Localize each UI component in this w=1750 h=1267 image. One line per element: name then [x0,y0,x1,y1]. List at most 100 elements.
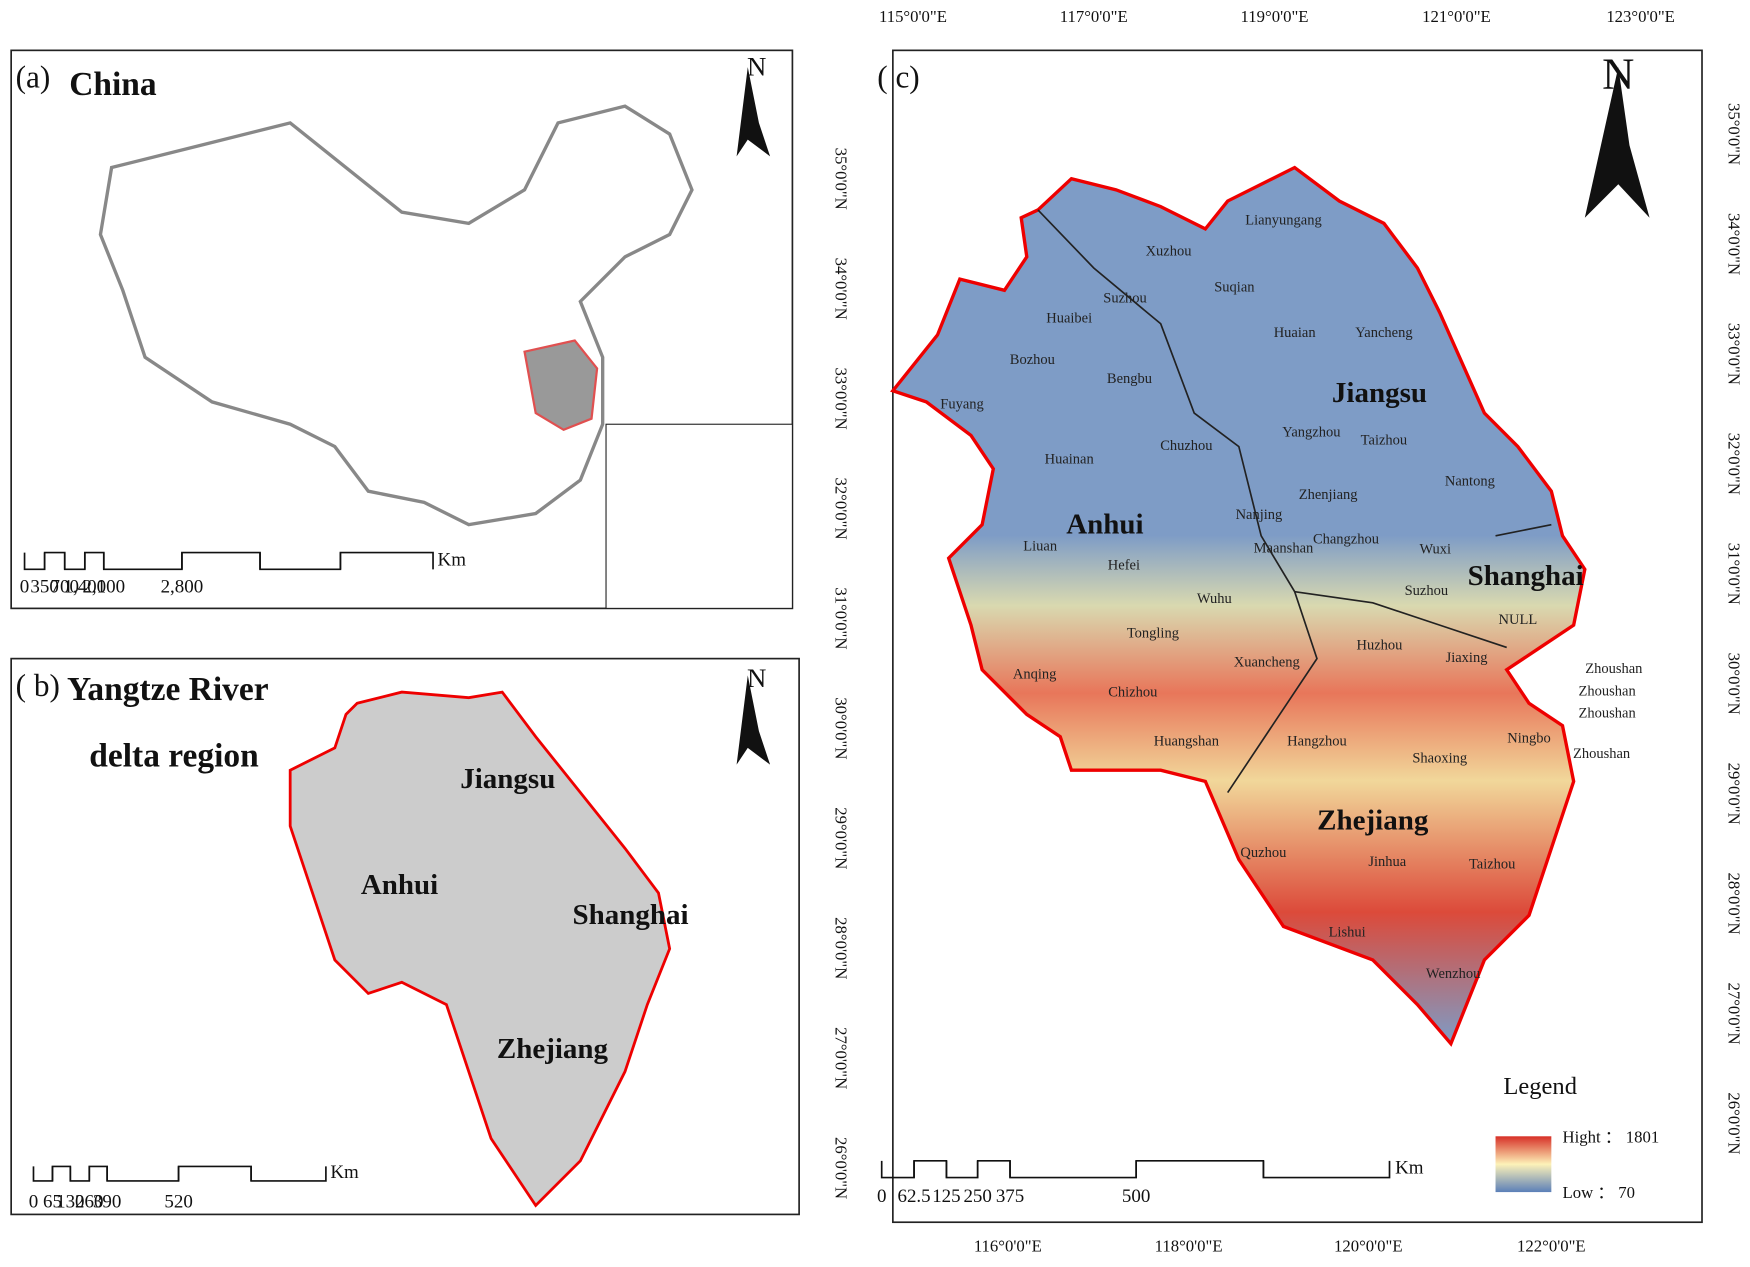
lat-tick-label: 26°0'0"N [831,1137,850,1199]
city-label: Suzhou [1405,583,1449,599]
city-label: Huangshan [1154,734,1220,750]
lat-tick-label: 33°0'0"N [1724,323,1743,385]
scale-bar [339,551,434,570]
panel-title: delta region [89,738,259,775]
lat-tick-label: 30°0'0"N [1724,653,1743,715]
province-label: Shanghai [573,899,689,931]
scale-bar [1262,1160,1391,1179]
inset-frame [605,423,793,609]
city-label: Jiaxing [1446,650,1488,666]
lon-tick-label: 122°0'0"E [1517,1237,1586,1256]
yrd-highlight [523,339,599,432]
scale-unit: Km [1395,1158,1424,1179]
city-label: Shaoxing [1412,750,1467,766]
scale-bar [69,1166,91,1182]
lat-tick-label: 34°0'0"N [831,258,850,320]
lat-tick-label: 26°0'0"N [1724,1092,1743,1154]
scale-bar [102,552,183,571]
city-label: Nanjing [1236,507,1283,523]
scale-bar [83,551,105,570]
province-label: Anhui [361,869,438,901]
lat-tick-label: 31°0'0"N [831,587,850,649]
province-border [1037,209,1318,794]
scale-tick-label: 2,100 [82,577,125,598]
scale-bar [63,552,86,571]
city-label: Yangzhou [1282,424,1340,440]
legend-ramp [1495,1136,1552,1193]
city-label: Quzhou [1240,845,1286,861]
city-label: Lishui [1329,924,1366,940]
lat-tick-label: 27°0'0"N [831,1027,850,1089]
city-label: Wuxi [1419,542,1451,558]
lon-tick-label: 121°0'0"E [1422,7,1491,26]
scale-tick-label: 390 [93,1192,121,1213]
scale-tick-label: 350 [30,577,58,598]
city-label: Maanshan [1254,541,1314,557]
scale-tick-label: 500 [1122,1186,1150,1207]
scale-tick-label: 0 [877,1186,886,1207]
panel-label: ( b) [16,668,60,703]
lat-tick-label: 29°0'0"N [831,807,850,869]
province-label: Jiangsu [1332,377,1427,409]
scale-bar [259,552,342,571]
city-label: NULL [1499,612,1538,628]
city-label: Anqing [1013,667,1057,683]
city-label: Taizhou [1361,432,1407,448]
scale-unit: Km [330,1162,359,1183]
lon-tick-label: 117°0'0"E [1060,7,1128,26]
china-outline [98,104,694,527]
province-label: Jiangsu [460,763,555,795]
lat-tick-label: 28°0'0"N [831,917,850,979]
scale-bar [51,1165,72,1181]
city-label: Huaibei [1046,311,1092,327]
scale-bar [43,551,66,570]
panel-label: ( c) [877,60,920,95]
legend-high: Hight ： 1801 [1563,1127,1660,1146]
scale-bar [250,1166,327,1182]
city-label: Suqian [1214,279,1255,295]
panel-b-frame [10,657,800,1216]
city-label: Xuzhou [1146,244,1192,260]
panel-label: (a) [16,60,51,95]
province-label: Anhui [1066,509,1143,541]
scale-tick-label: 260 [75,1192,103,1213]
city-label: Zhoushan [1579,683,1637,699]
city-label: Chuzhou [1160,438,1212,454]
yrd-region [288,690,672,1208]
scale-tick-label: 0 [20,577,29,598]
city-label: Hefei [1108,557,1140,573]
scale-tick-label: 1,400 [63,577,106,598]
scale-bar [181,551,261,570]
lat-tick-label: 32°0'0"N [1724,433,1743,495]
province-label: Zhejiang [1317,804,1429,836]
city-label: Tongling [1127,625,1179,641]
north-label: N [747,663,766,693]
scale-tick-label: 250 [963,1186,991,1207]
city-label: Changzhou [1313,532,1379,548]
scale-tick-label: 700 [51,577,79,598]
city-label: Liuan [1023,538,1058,554]
scale-tick-label: 0 [29,1192,38,1213]
lon-tick-label: 119°0'0"E [1241,7,1309,26]
city-label: Zhoushan [1579,706,1637,722]
lon-tick-label: 123°0'0"E [1606,7,1675,26]
panel-a-frame [10,49,794,610]
scale-bar [32,1166,54,1182]
city-label: Ningbo [1507,730,1551,746]
scale-tick-label: 520 [164,1192,192,1213]
city-label: Wuhu [1197,591,1232,607]
city-label: Taizhou [1469,856,1515,872]
panel-title: China [69,66,157,103]
lat-tick-label: 34°0'0"N [1724,213,1743,275]
scale-bar [106,1166,180,1182]
legend-low: Low ： 70 [1563,1183,1636,1202]
panel-title: Yangtze River [67,671,269,708]
scale-tick-label: 130 [56,1192,84,1213]
scale-bar [23,552,46,571]
dem-region [890,165,1587,1047]
north-arrow [736,67,771,157]
province-border [1294,523,1552,649]
north-label: N [747,51,766,81]
province-label: Shanghai [1468,560,1584,592]
